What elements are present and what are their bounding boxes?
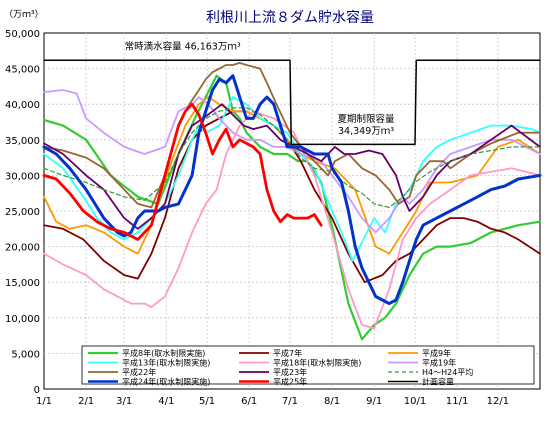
legend-label-0: 平成8年(取水制限実施) <box>122 348 205 358</box>
legend-label-1: 平成7年 <box>273 348 302 358</box>
legend-label-2: 平成9年 <box>422 348 451 358</box>
series-line-11 <box>43 59 541 146</box>
y-tick-label: 10,000 <box>5 314 40 325</box>
series-line-6 <box>43 62 541 209</box>
series-line-4 <box>43 110 541 330</box>
y-tick-label: 30,000 <box>5 171 40 182</box>
y-tick-label: 25,000 <box>5 207 40 218</box>
x-tick-label: 4/1 <box>158 396 174 407</box>
y-tick-label: 35,000 <box>5 136 40 147</box>
legend-label-10: 平成25年 <box>273 377 307 387</box>
x-tick-label: 2/1 <box>78 396 94 407</box>
annotation-label-2: 34,349万ｍ³ <box>338 126 394 137</box>
annotation-label-0: 常時満水容量 46,163万ｍ³ <box>125 40 241 52</box>
legend-label-11: 計画容量 <box>422 377 454 387</box>
y-tick-label: 0 <box>34 385 40 396</box>
legend-label-9: 平成24年(取水制限実施) <box>122 377 210 387</box>
y-axis-unit-label: （万ｍ³） <box>4 9 44 20</box>
y-tick-label: 20,000 <box>5 243 40 254</box>
y-tick-label: 50,000 <box>5 29 40 40</box>
x-tick-label: 7/1 <box>282 396 298 407</box>
y-tick-label: 5,000 <box>11 349 40 360</box>
y-tick-label: 40,000 <box>5 100 40 111</box>
x-tick-label: 12/1 <box>487 396 509 407</box>
legend-label-3: 平成13年(取水制限実施) <box>122 358 210 368</box>
chart-title: 利根川上流８ダム貯水容量 <box>206 9 374 26</box>
x-tick-label: 5/1 <box>199 396 215 407</box>
legend-label-7: 平成23年 <box>273 367 307 377</box>
y-tick-label: 15,000 <box>5 278 40 289</box>
series-line-9 <box>42 74 542 306</box>
legend-box <box>81 345 535 385</box>
x-tick-label: 9/1 <box>366 396 382 407</box>
legend-label-8: H4～H24平均 <box>422 367 473 377</box>
series-line-3 <box>43 96 541 262</box>
series-line-5 <box>43 89 541 234</box>
legend-label-5: 平成19年 <box>422 358 456 368</box>
x-tick-label: 1/1 <box>36 396 52 407</box>
legend-label-4: 平成18年(取水制限実施) <box>273 358 361 368</box>
annotation-label-1: 夏期制限容量 <box>338 113 396 125</box>
series-line-0 <box>42 74 542 341</box>
x-tick-label: 8/1 <box>324 396 340 407</box>
x-tick-label: 11/1 <box>446 396 468 407</box>
x-tick-label: 3/1 <box>116 396 132 407</box>
x-tick-label: 6/1 <box>241 396 257 407</box>
x-tick-label: 10/1 <box>404 396 426 407</box>
series-line-10 <box>42 102 323 241</box>
legend-label-6: 平成22年 <box>122 367 156 377</box>
y-tick-label: 45,000 <box>5 65 40 76</box>
series-line-8 <box>43 107 541 208</box>
